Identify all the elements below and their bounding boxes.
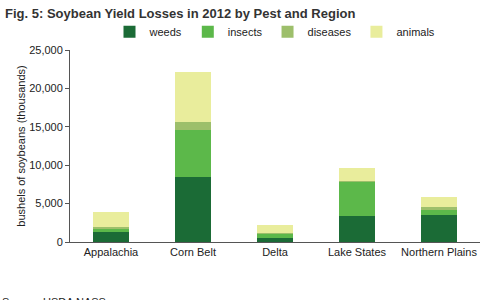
svg-text:0: 0 (57, 236, 63, 248)
svg-text:Source: USDA NASS.: Source: USDA NASS. (2, 296, 109, 300)
svg-text:Lake States: Lake States (328, 246, 387, 258)
svg-text:weeds: weeds (149, 26, 182, 38)
svg-text:10,000: 10,000 (29, 159, 63, 171)
svg-text:15,000: 15,000 (29, 121, 63, 133)
svg-text:Delta: Delta (262, 246, 289, 258)
svg-text:bushels of soybeans (thousands: bushels of soybeans (thousands) (15, 65, 27, 226)
svg-text:Appalachia: Appalachia (84, 246, 139, 258)
svg-text:Northern Plains: Northern Plains (401, 246, 477, 258)
svg-text:Fig. 5: Soybean Yield Losses i: Fig. 5: Soybean Yield Losses in 2012 by … (5, 6, 355, 21)
svg-text:25,000: 25,000 (29, 44, 63, 56)
svg-text:5,000: 5,000 (35, 197, 63, 209)
svg-text:diseases: diseases (308, 26, 352, 38)
svg-text:insects: insects (228, 26, 263, 38)
svg-text:Corn Belt: Corn Belt (170, 246, 216, 258)
svg-text:20,000: 20,000 (29, 82, 63, 94)
svg-text:animals: animals (396, 26, 434, 38)
